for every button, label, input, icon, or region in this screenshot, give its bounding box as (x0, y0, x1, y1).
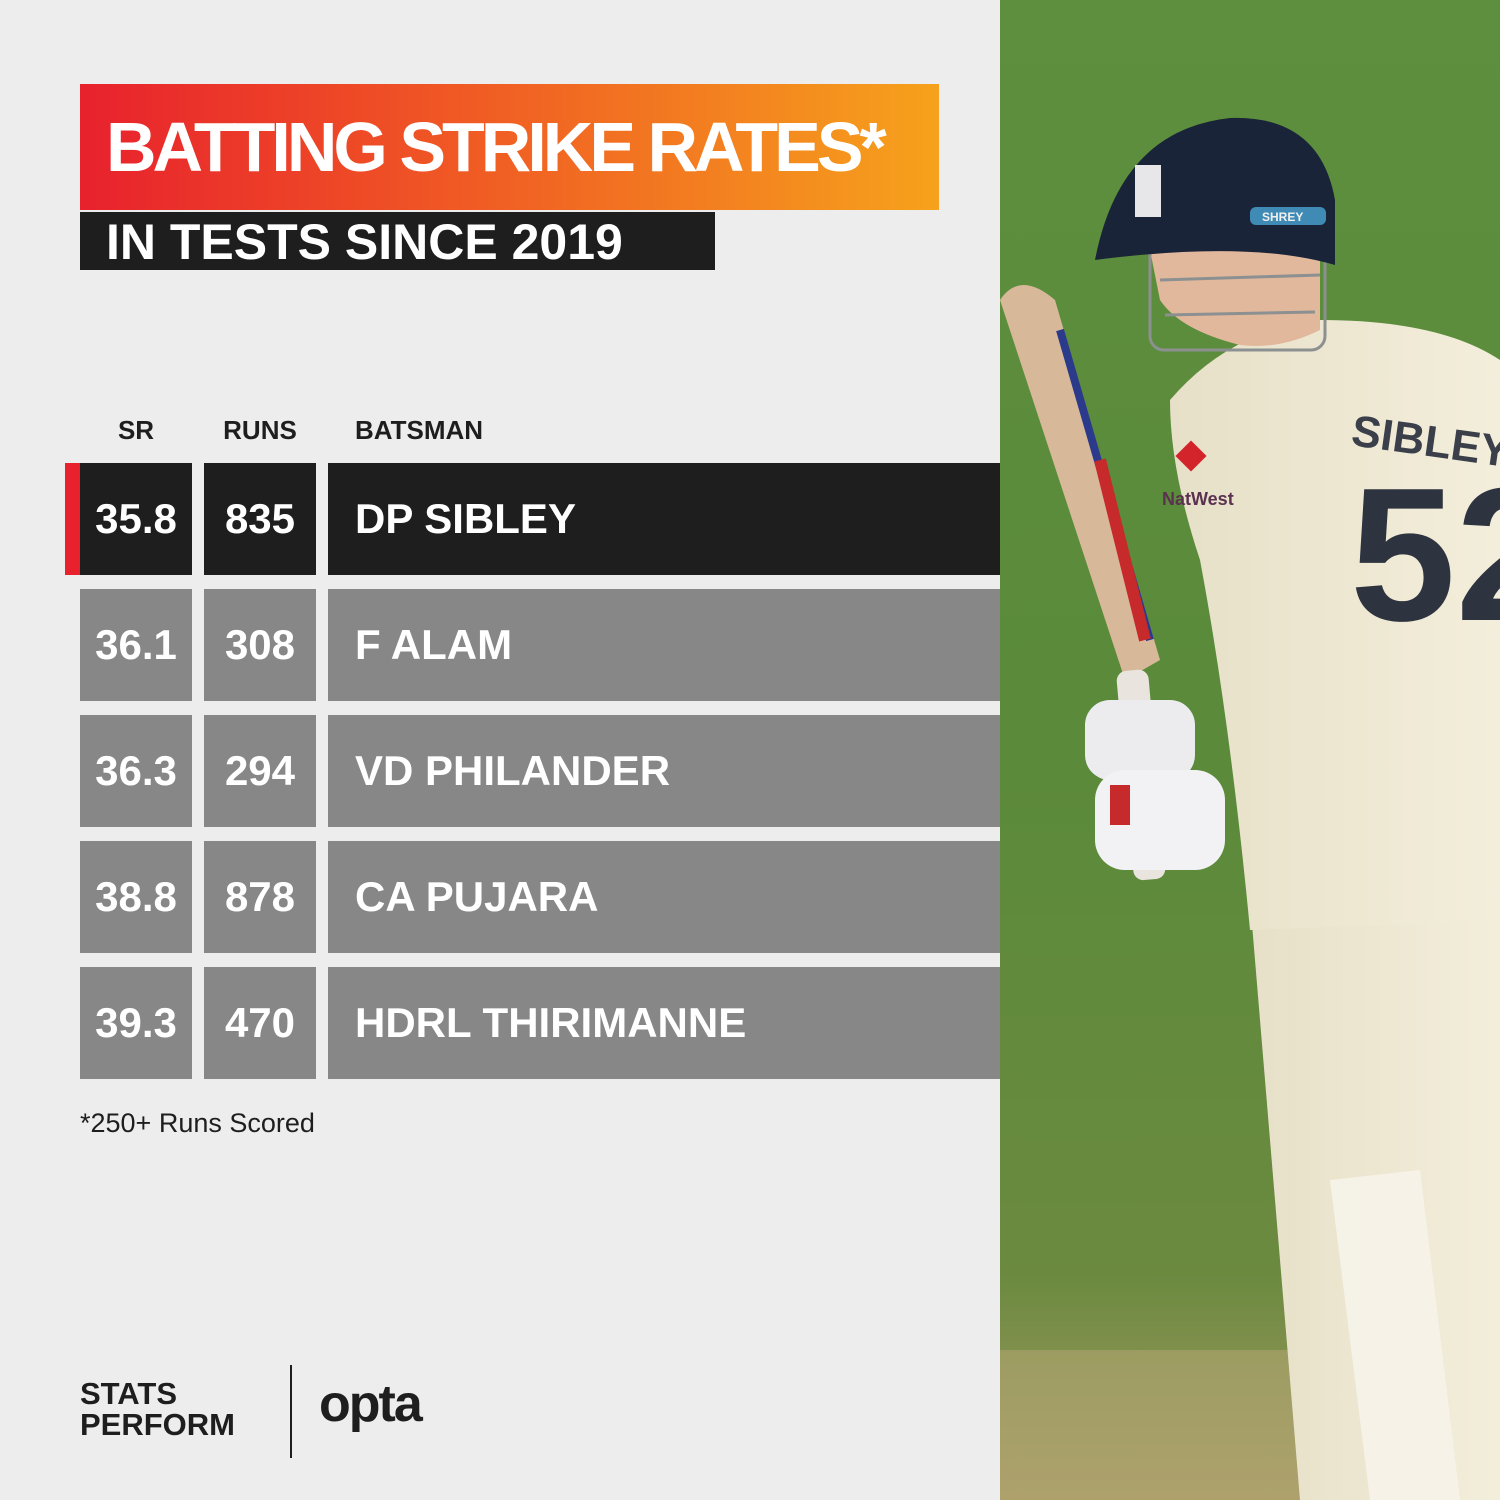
batsman-body: SIBLEY 52 NatWest (1148, 195, 1500, 1500)
table-row: 35.8 835 DP SIBLEY (0, 463, 1000, 575)
title-banner: BATTING STRIKE RATES* (80, 84, 939, 210)
sr-cell: 36.1 (80, 589, 192, 701)
sr-cell: 38.8 (80, 841, 192, 953)
batting-gloves (1085, 700, 1225, 870)
player-photo: SIBLEY 52 NatWest SHREY (1000, 0, 1500, 1500)
batsman-cell: VD PHILANDER (328, 715, 1000, 827)
highlight-accent-bar (65, 463, 80, 575)
footnote: *250+ Runs Scored (80, 1108, 315, 1138)
table-row: 39.3 470 HDRL THIRIMANNE (0, 967, 1000, 1079)
svg-text:NatWest: NatWest (1162, 489, 1234, 509)
sr-cell: 36.3 (80, 715, 192, 827)
subtitle-banner: IN TESTS SINCE 2019 (80, 212, 715, 270)
table-row: 38.8 878 CA PUJARA (0, 841, 1000, 953)
svg-text:52: 52 (1350, 449, 1500, 661)
batsman-cell: HDRL THIRIMANNE (328, 967, 1000, 1079)
batsman-cell: F ALAM (328, 589, 1000, 701)
runs-cell: 835 (204, 463, 316, 575)
chart-title: BATTING STRIKE RATES* (106, 108, 887, 186)
helmet-brand-text: SHREY (1262, 210, 1303, 224)
runs-cell: 294 (204, 715, 316, 827)
runs-cell: 878 (204, 841, 316, 953)
opta-logo: opta (319, 1375, 423, 1433)
runs-cell: 308 (204, 589, 316, 701)
column-header-batsman: BATSMAN (355, 415, 484, 445)
sr-cell: 35.8 (80, 463, 192, 575)
table-row: 36.3 294 VD PHILANDER (0, 715, 1000, 827)
batsman-cell: CA PUJARA (328, 841, 1000, 953)
column-header-sr: SR (117, 415, 155, 445)
column-header-runs: RUNS (223, 415, 297, 445)
sr-cell: 39.3 (80, 967, 192, 1079)
batsman-helmet: SHREY (1095, 117, 1335, 265)
chart-subtitle: IN TESTS SINCE 2019 (106, 214, 623, 270)
stats-perform-line1: STATS (80, 1376, 178, 1411)
table-row: 36.1 308 F ALAM (0, 589, 1000, 701)
logo-divider (290, 1365, 292, 1458)
batsman-cell: DP SIBLEY (328, 463, 1000, 575)
runs-cell: 470 (204, 967, 316, 1079)
stats-perform-logo: STATS PERFORM (80, 1378, 235, 1440)
stats-perform-line2: PERFORM (80, 1407, 235, 1442)
